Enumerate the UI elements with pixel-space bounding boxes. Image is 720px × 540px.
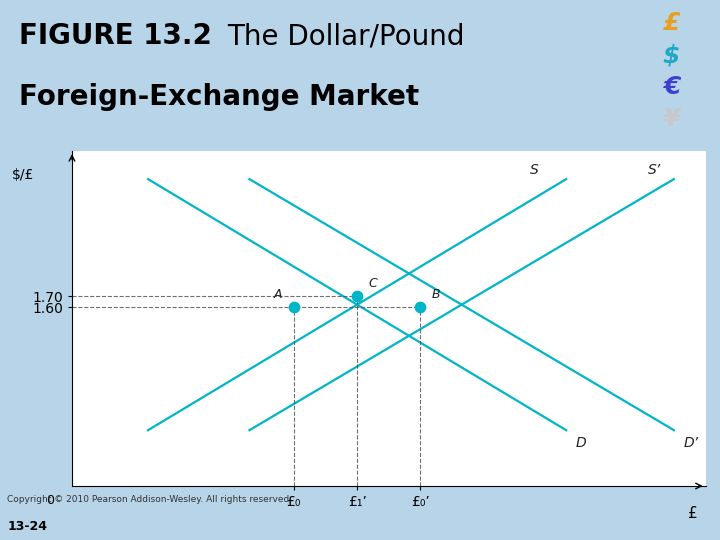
Point — [415, 303, 426, 312]
Text: FIGURE 13.2: FIGURE 13.2 — [19, 22, 212, 50]
Text: 0: 0 — [46, 494, 54, 507]
Text: $/£: $/£ — [12, 168, 34, 182]
Point — [351, 292, 363, 301]
Text: B: B — [432, 288, 441, 301]
Text: €: € — [662, 75, 680, 99]
Text: A: A — [274, 288, 282, 301]
Text: D’: D’ — [683, 436, 698, 450]
Text: Copyright © 2010 Pearson Addison-Wesley. All rights reserved.: Copyright © 2010 Pearson Addison-Wesley.… — [7, 495, 292, 504]
Point — [288, 303, 300, 312]
Text: Foreign-Exchange Market: Foreign-Exchange Market — [19, 83, 419, 111]
Text: $: $ — [662, 44, 680, 68]
Text: D: D — [576, 436, 586, 450]
Text: £: £ — [662, 11, 680, 35]
Text: C: C — [369, 276, 377, 289]
Text: S: S — [530, 163, 539, 177]
Text: ¥: ¥ — [662, 107, 680, 131]
Text: £: £ — [688, 506, 698, 521]
Text: S’: S’ — [648, 163, 662, 177]
Text: 13-24: 13-24 — [7, 520, 48, 533]
Text: The Dollar/Pound: The Dollar/Pound — [228, 22, 465, 50]
